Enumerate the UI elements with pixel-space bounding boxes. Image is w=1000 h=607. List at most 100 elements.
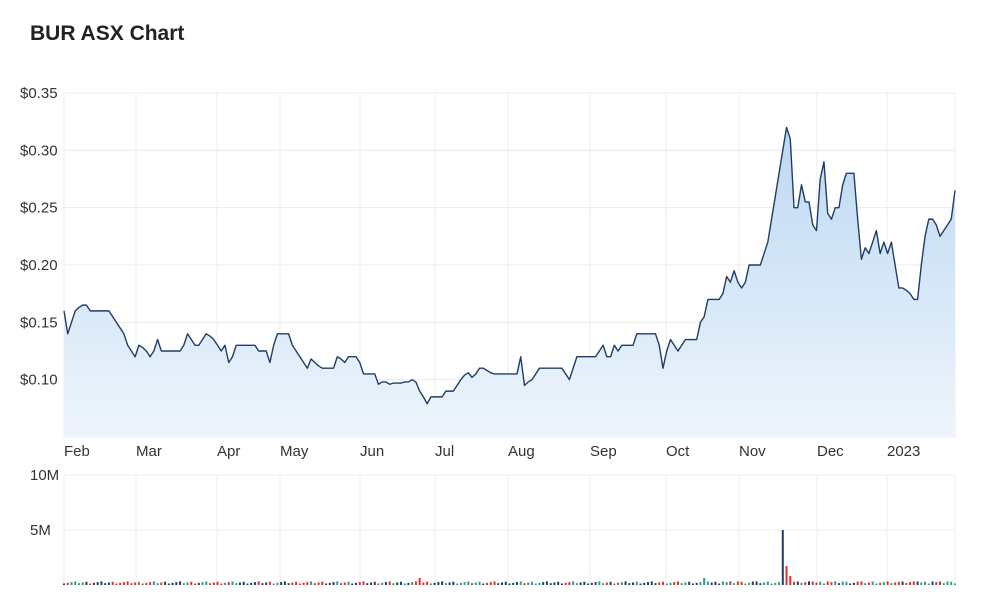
volume-bar [70, 582, 73, 585]
volume-bar [755, 581, 758, 585]
volume-bar [512, 582, 515, 585]
volume-bar [620, 582, 623, 585]
volume-bar [325, 583, 328, 585]
volume-bar [223, 582, 226, 585]
volume-bar [63, 583, 65, 585]
volume-bar [227, 582, 230, 585]
volume-bar [680, 583, 683, 585]
volume-bar [182, 583, 185, 585]
volume-bar [830, 582, 833, 585]
volume-bar [822, 583, 825, 585]
volume-bar [886, 581, 889, 585]
volume-bar [871, 581, 874, 585]
volume-bar [111, 581, 114, 585]
chart-title: BUR ASX Chart [30, 22, 185, 45]
x-tick-label: Jun [360, 443, 384, 460]
volume-bar [931, 581, 934, 585]
volume-bar [785, 566, 788, 585]
x-tick-label: May [280, 443, 309, 460]
volume-bar [167, 583, 170, 585]
volume-bar [954, 583, 956, 585]
volume-bar [291, 582, 294, 585]
volume-bar [130, 583, 133, 585]
volume-bar [654, 583, 657, 585]
volume-bar [257, 581, 260, 585]
volume-bar [703, 578, 706, 585]
volume-bar [414, 581, 417, 585]
x-tick-label: Feb [64, 443, 90, 460]
volume-bar [411, 582, 414, 585]
volume-bar [340, 583, 343, 585]
volume-bar [845, 581, 848, 585]
volume-bar [725, 582, 728, 585]
volume-bar [298, 583, 301, 585]
price-tick-label: $0.20 [20, 257, 58, 274]
volume-bar [107, 582, 110, 585]
volume-bar [433, 582, 436, 585]
volume-bar [321, 581, 324, 585]
volume-bar [527, 582, 530, 585]
volume-bar [841, 581, 844, 585]
volume-bar [699, 582, 702, 585]
volume-bar [658, 582, 661, 585]
volume-bar [837, 583, 840, 585]
volume-bar [96, 582, 99, 585]
volume-bar [448, 582, 451, 585]
volume-bar [856, 581, 859, 585]
volume-bar [860, 581, 863, 585]
volume-bar [66, 582, 69, 585]
volume-bar [617, 582, 620, 585]
volume-bar [770, 583, 773, 585]
volume-bar [351, 583, 354, 585]
volume-bar [587, 583, 590, 585]
volume-bar [478, 581, 481, 585]
volume-tick-label: 5M [30, 522, 51, 539]
volume-bar [276, 582, 279, 585]
price-tick-label: $0.15 [20, 314, 58, 331]
volume-bar [126, 581, 129, 585]
volume-bar [145, 582, 148, 585]
volume-tick-label: 10M [30, 467, 59, 484]
volume-bar [553, 582, 556, 585]
volume-bar [920, 582, 923, 585]
volume-bar [81, 582, 84, 585]
volume-bar [373, 581, 376, 585]
volume-bar [141, 583, 144, 585]
volume-bar [613, 583, 616, 585]
volume-bar [901, 581, 904, 585]
volume-bar [362, 581, 365, 585]
volume-bar [924, 581, 927, 585]
volume-bar [313, 583, 316, 585]
volume-bar [695, 582, 698, 585]
volume-bar [781, 530, 784, 585]
volume-bar [661, 581, 664, 585]
volume-bar [706, 581, 709, 585]
volume-bar [744, 583, 747, 585]
x-tick-label: Aug [508, 443, 535, 460]
volume-bar [721, 581, 724, 585]
volume-bar [489, 582, 492, 585]
volume-bar [568, 582, 571, 585]
volume-bar [235, 583, 238, 585]
volume-bar [852, 582, 855, 585]
price-line [63, 126, 956, 405]
volume-bar [650, 581, 653, 585]
volume-bar [190, 581, 193, 585]
volume-bar [718, 583, 721, 585]
volume-bar [493, 581, 496, 585]
volume-bar [905, 582, 908, 585]
volume-bar [684, 582, 687, 585]
volume-y-axis: 10M 5M [30, 467, 59, 539]
volume-bar [85, 581, 88, 585]
volume-bar [250, 582, 253, 585]
volume-bar [467, 581, 470, 585]
volume-bar [392, 583, 395, 585]
volume-bar [119, 582, 122, 585]
volume-bar [115, 583, 118, 585]
volume-bar [538, 582, 541, 585]
volume-bar [942, 583, 945, 585]
volume-bar [927, 583, 930, 585]
volume-bar [647, 582, 650, 585]
volume-bar [763, 582, 766, 585]
volume-bar [804, 582, 807, 585]
